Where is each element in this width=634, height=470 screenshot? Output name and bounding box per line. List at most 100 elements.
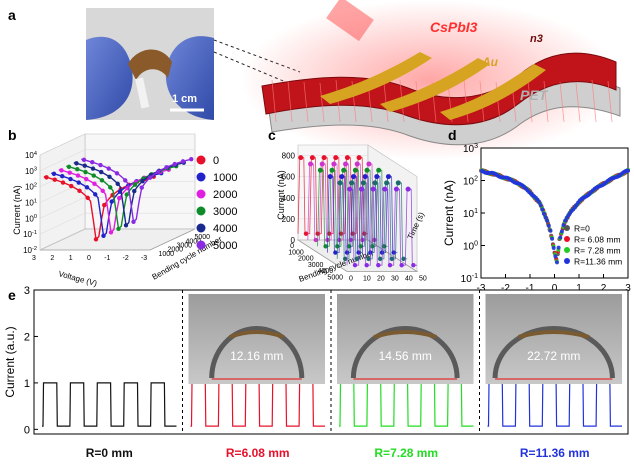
- legend-label: 3000: [213, 206, 237, 218]
- x-tick-label: 2000: [298, 256, 314, 263]
- series-trace: [346, 188, 417, 266]
- y-tick-label: 0: [24, 424, 30, 436]
- z-tick-label: 10-1: [23, 230, 37, 239]
- z-tick-label: 200: [282, 215, 296, 224]
- y-tick-label: 50: [419, 276, 427, 283]
- grid-line: [543, 80, 549, 123]
- y-tick-label: 10-1: [461, 273, 478, 285]
- bent-device: [492, 326, 615, 379]
- au-electrode-2: [380, 58, 490, 112]
- legend-marker: [564, 225, 570, 231]
- y-tick-label: 0: [349, 276, 353, 283]
- legend-marker: [564, 247, 570, 253]
- data-point: [541, 211, 546, 216]
- y-tick-label: 2000: [168, 247, 184, 254]
- x-tick-label: -3: [477, 283, 486, 294]
- z-tick-label: 102: [25, 182, 37, 191]
- legend-marker: [196, 223, 206, 233]
- grid-line: [607, 80, 613, 123]
- grid-line: [559, 81, 565, 123]
- z-tick-label: 800: [282, 152, 296, 161]
- panel-e: e 0 1 2 3 Current (a.u.) R=0 mm R=6.08 mm 12.16…: [3, 285, 629, 460]
- bending-photo: [337, 294, 474, 384]
- data-point: [546, 223, 551, 228]
- y-tick-label: 103: [463, 143, 478, 155]
- data-point: [550, 236, 555, 241]
- y-tick-label: 101: [463, 208, 478, 220]
- data-point: [556, 245, 561, 250]
- z-tick-label: 10-2: [23, 246, 37, 255]
- x-axis-label: Voltage (V): [57, 269, 98, 288]
- y-tick-label: 10: [363, 276, 371, 283]
- scale-bar-label: 1 cm: [172, 93, 197, 105]
- legend-label: R= 7.28 mm: [574, 246, 621, 256]
- x-tick-label: 0: [552, 283, 558, 294]
- layer-label-cspbi3: CsPbI3: [430, 19, 478, 35]
- x-tick-label: 3: [32, 255, 36, 262]
- device-schematic: CsPbI3 n3 Au PET: [240, 0, 621, 160]
- data-point: [545, 218, 550, 223]
- y-tick-label: 3000: [177, 243, 193, 250]
- x-tick-label: 2: [601, 283, 607, 294]
- x-tick-label: 1000: [288, 249, 304, 256]
- glove-right: [165, 36, 214, 120]
- z-tick-label: 100: [25, 214, 37, 223]
- panel-d-label: d: [448, 127, 457, 143]
- layer-label-pet: PET: [520, 87, 549, 103]
- legend-label: 0: [213, 155, 219, 167]
- z-gridline: [39, 228, 195, 251]
- y-tick-label: 3: [24, 285, 30, 297]
- x-tick-label: 0: [87, 255, 91, 262]
- layer-label-n3: n3: [530, 33, 543, 45]
- data-point: [626, 168, 630, 173]
- x-tick-label: -2: [123, 255, 129, 262]
- data-point: [551, 246, 556, 250]
- photo-label: 22.72 mm: [527, 349, 580, 363]
- device-film: [373, 330, 437, 339]
- legend-marker: [564, 236, 570, 242]
- grid-line: [303, 81, 309, 123]
- legend-marker: [196, 172, 206, 182]
- z-gridline: [39, 149, 195, 172]
- x-tick-label: 3: [625, 283, 631, 294]
- legend-label: 5000: [213, 240, 237, 252]
- z-axis-label: Current (nA): [12, 185, 22, 235]
- data-point: [548, 228, 553, 233]
- bent-device: [209, 326, 305, 379]
- glove-left: [86, 36, 133, 121]
- x-tick-label: -1: [104, 255, 110, 262]
- photo-label: 14.56 mm: [379, 349, 432, 363]
- y-tick-label: 100: [463, 241, 478, 253]
- panel-e-label: e: [8, 287, 16, 303]
- bent-device: [350, 326, 460, 379]
- series-trace: [317, 169, 388, 247]
- layer-label-au: Au: [481, 55, 499, 69]
- bending-photo: [188, 294, 325, 384]
- panel-b-label: b: [8, 127, 17, 143]
- switching-trace: [42, 382, 177, 427]
- grid-line: [287, 80, 293, 123]
- data-point: [561, 223, 566, 228]
- photo-label: 12.16 mm: [230, 349, 283, 363]
- legend-marker: [196, 189, 206, 199]
- data-point: [538, 203, 543, 208]
- y-tick-label: 5000: [195, 234, 211, 241]
- series-curve: [81, 158, 192, 224]
- x-tick-label: 5000: [327, 275, 343, 282]
- z-tick-label: 101: [25, 198, 37, 207]
- series-trace: [336, 182, 408, 260]
- x-tick-label: 3000: [308, 262, 324, 269]
- panel-c-label: c: [268, 127, 276, 143]
- z-axis-label: Current (nA): [276, 170, 286, 220]
- grid-line: [591, 79, 597, 123]
- legend-marker: [196, 206, 206, 216]
- legend-marker: [196, 240, 206, 250]
- y-tick-label: 1: [24, 378, 30, 390]
- data-point: [558, 235, 563, 240]
- y-axis-label: Current (nA): [442, 180, 456, 246]
- z-tick-label: 600: [282, 173, 296, 182]
